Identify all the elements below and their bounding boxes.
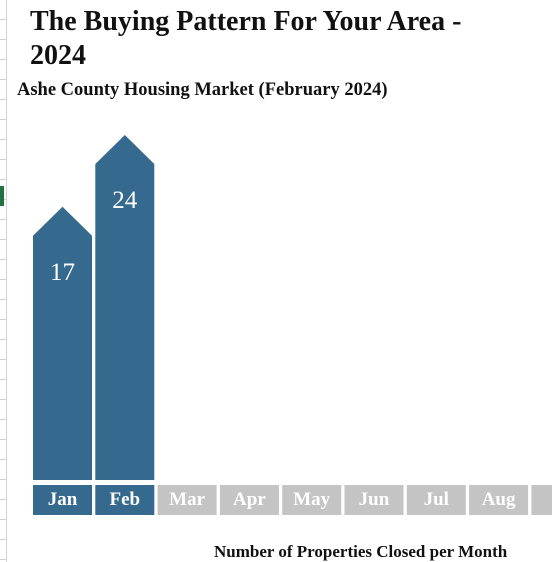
chart-title: The Buying Pattern For Your Area - 2024 — [30, 6, 462, 71]
month-label-may: May — [293, 489, 330, 510]
chart-subtitle: Ashe County Housing Market (February 202… — [17, 80, 388, 100]
month-box-jun — [344, 485, 404, 515]
bar-value-label-jan: 17 — [50, 259, 75, 286]
month-box-s — [531, 485, 552, 515]
month-label-jul: Jul — [424, 489, 449, 510]
month-box-jul — [406, 485, 466, 515]
month-box-mar — [157, 485, 217, 515]
bar-feb — [95, 135, 155, 480]
footer-caption: Number of Properties Closed per Month — [214, 542, 508, 561]
month-label-jun: Jun — [359, 489, 390, 510]
spreadsheet-row-edge — [0, 0, 7, 562]
month-box-feb — [95, 485, 155, 515]
active-row-marker — [0, 186, 4, 206]
bar-value-label-feb: 24 — [112, 187, 138, 214]
month-label-feb: Feb — [109, 489, 140, 510]
month-label-apr: Apr — [233, 489, 266, 510]
month-box-aug — [469, 485, 529, 515]
month-box-apr — [219, 485, 279, 515]
month-box-jan — [33, 485, 92, 515]
month-label-mar: Mar — [169, 489, 205, 510]
month-box-may — [282, 485, 342, 515]
month-label-aug: Aug — [482, 489, 516, 510]
month-axis: JanFebMarAprMayJunJulAugS — [33, 485, 552, 515]
month-label-jan: Jan — [48, 489, 78, 510]
bar-jan — [33, 206, 92, 480]
